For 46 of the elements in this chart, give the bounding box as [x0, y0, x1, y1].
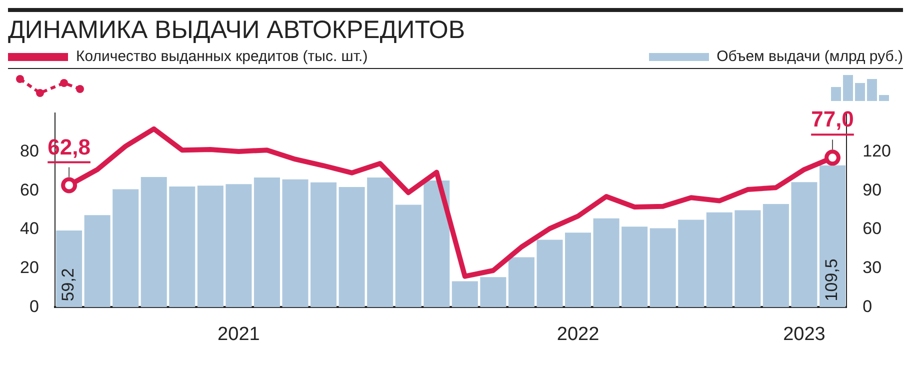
- bar: [593, 218, 620, 308]
- y-tick-label: 80: [20, 142, 39, 161]
- bar: [622, 226, 648, 308]
- bar: [169, 186, 196, 308]
- y2-tick-label: 90: [862, 180, 882, 200]
- bar: [310, 182, 337, 308]
- bar: [678, 220, 704, 308]
- bar: [282, 179, 308, 308]
- y2-tick-label: 30: [862, 258, 882, 278]
- legend-label: Количество выданных кредитов (тыс. шт.): [76, 48, 368, 65]
- x-tick-label: 2023: [783, 324, 826, 345]
- bar: [140, 176, 167, 308]
- data-label: 59,2: [58, 268, 78, 302]
- y-tick-label: 40: [20, 219, 39, 238]
- bar: [762, 204, 789, 308]
- bar: [706, 212, 732, 308]
- x-tick-label: 2021: [218, 324, 260, 345]
- bar: [565, 232, 592, 308]
- bar: [734, 210, 761, 308]
- bar: [819, 165, 846, 308]
- bar: [791, 182, 818, 308]
- bar: [56, 230, 82, 308]
- bar: [226, 184, 252, 308]
- bar: [452, 281, 478, 308]
- bar: [367, 177, 394, 308]
- bar: [536, 240, 563, 308]
- bar: [480, 277, 506, 308]
- data-label: 109,5: [822, 258, 842, 302]
- y-tick-label: 60: [20, 180, 39, 200]
- bar: [650, 228, 676, 308]
- bar: [395, 204, 422, 308]
- bar: [112, 189, 139, 308]
- bar: [424, 180, 450, 308]
- y2-tick-label: 60: [862, 219, 882, 238]
- y-tick-label: 0: [29, 296, 39, 316]
- x-tick-label: 2022: [556, 324, 600, 345]
- bar: [508, 257, 534, 308]
- y-tick-label: 20: [20, 258, 39, 278]
- legend-label: Объем выдачи (млрд руб.): [716, 48, 903, 65]
- bar: [254, 177, 280, 308]
- y2-tick-label: 120: [862, 142, 892, 161]
- y2-tick-label: 0: [862, 296, 872, 316]
- bar: [197, 186, 224, 308]
- bar: [338, 187, 365, 308]
- bar: [84, 215, 110, 308]
- chart-title: ДИНАМИКА ВЫДАЧИ АВТОКРЕДИТОВ: [8, 8, 903, 45]
